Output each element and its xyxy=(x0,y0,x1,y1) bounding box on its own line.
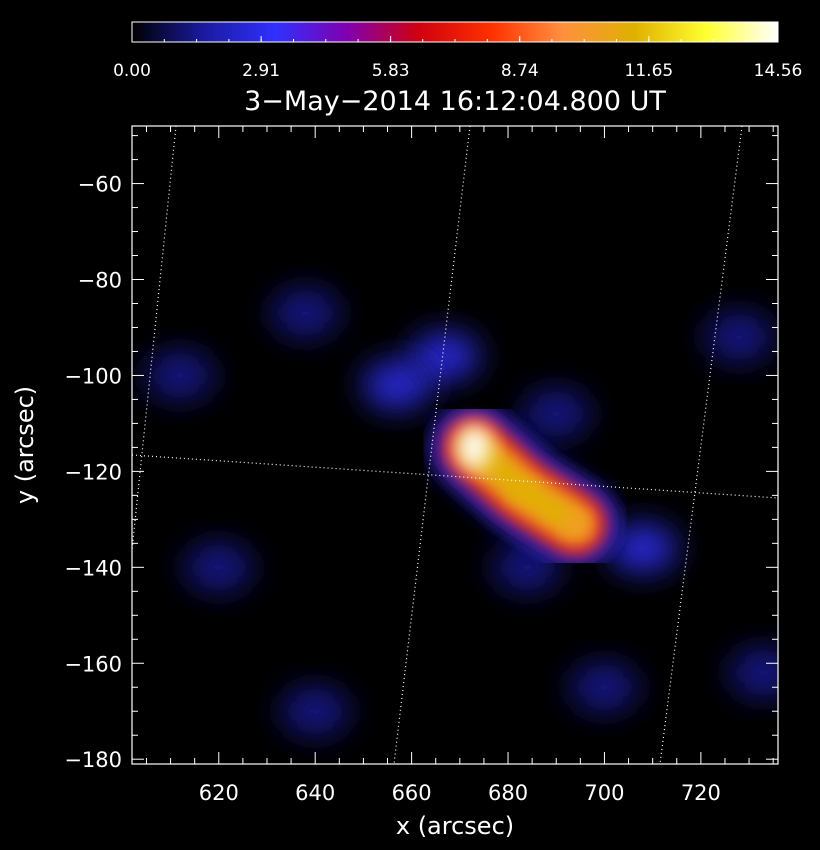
x-tick-label: 640 xyxy=(295,781,335,805)
x-tick-label: 680 xyxy=(488,781,528,805)
y-tick-label: −140 xyxy=(64,556,122,580)
emission-source xyxy=(363,361,432,410)
grid-line xyxy=(659,126,743,764)
heliographic-grid xyxy=(132,126,778,764)
colorbar-tick-label: 8.74 xyxy=(501,61,539,81)
flare-peak xyxy=(512,481,533,500)
emission-source xyxy=(705,313,774,362)
y-axis-ticks: −60 −80 −100 −120 −140 −160 −180 xyxy=(64,135,778,772)
colorbar-tick-label: 0.00 xyxy=(113,61,151,81)
chart-title: 3−May−2014 16:12:04.800 UT xyxy=(244,86,666,117)
x-tick-label: 660 xyxy=(392,781,432,805)
y-tick-label: −160 xyxy=(64,652,122,676)
plot-area xyxy=(132,126,778,764)
y-tick-label: −80 xyxy=(78,269,122,293)
emission-source xyxy=(522,389,591,438)
flare-peak xyxy=(458,425,491,470)
y-axis-label: y (arcsec) xyxy=(11,386,39,504)
emission-source xyxy=(411,332,480,381)
y-tick-label: −120 xyxy=(64,460,122,484)
colorbar-tick-label: 2.91 xyxy=(242,61,280,81)
emission-source xyxy=(281,687,350,736)
emission-source xyxy=(271,289,340,338)
x-tick-label: 620 xyxy=(199,781,239,805)
y-tick-label: −180 xyxy=(64,748,122,772)
x-tick-label: 700 xyxy=(584,781,624,805)
colorbar-ticks: 0.00 2.91 5.83 8.74 11.65 14.56 xyxy=(113,36,802,81)
emission-sources xyxy=(146,289,778,736)
colorbar-tick-label: 11.65 xyxy=(625,61,674,81)
x-tick-label: 720 xyxy=(681,781,721,805)
emission-source xyxy=(570,663,639,712)
emission-source xyxy=(609,524,678,573)
flare-peak xyxy=(565,515,586,534)
emission-source xyxy=(184,543,253,592)
y-tick-label: −60 xyxy=(78,173,122,197)
y-tick-label: −100 xyxy=(64,364,122,388)
colorbar-tick-label: 5.83 xyxy=(372,61,410,81)
emission-source xyxy=(146,351,215,400)
x-axis-ticks: 620 640 660 680 700 720 xyxy=(145,126,774,805)
plot-frame xyxy=(131,125,779,765)
colorbar-tick-label: 14.56 xyxy=(754,61,803,81)
emission-source xyxy=(729,648,778,697)
x-axis-label: x (arcsec) xyxy=(396,812,514,840)
